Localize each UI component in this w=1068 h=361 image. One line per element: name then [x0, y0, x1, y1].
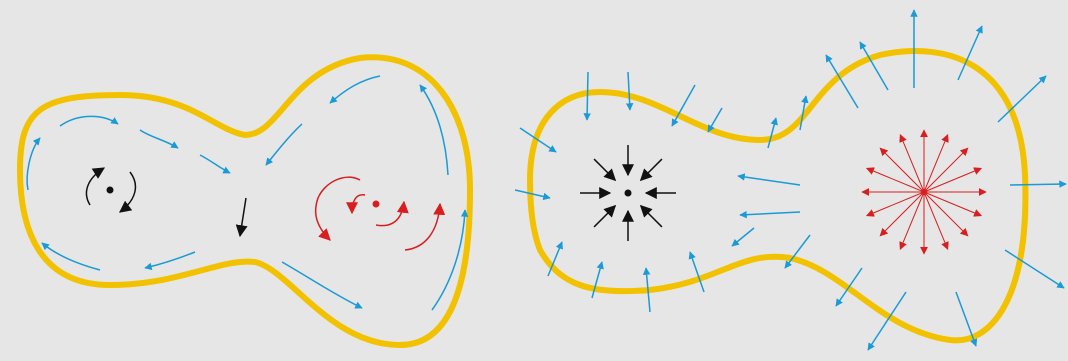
circulation-arrow-icon — [41, 242, 101, 271]
left-panel — [16, 54, 474, 349]
circulation-arrow-icon — [26, 137, 41, 191]
flux-arrow-icon — [707, 107, 723, 133]
sink-arrow-icon — [593, 158, 617, 182]
flux-arrow-icon — [1004, 249, 1065, 289]
flux-arrow-icon — [799, 95, 809, 131]
left-boundary-curve — [16, 54, 474, 349]
circulation-arrow-icon — [419, 84, 449, 176]
flux-arrow-icon — [739, 210, 801, 219]
boundary-flux-arrows — [514, 9, 1067, 351]
right-boundary-curve — [526, 48, 1029, 344]
right-panel — [514, 9, 1067, 351]
red-counter-rotating-vortex — [314, 176, 446, 251]
sink-arrows — [580, 145, 676, 241]
sink-arrow-icon — [639, 158, 663, 182]
black-flow-arrow-icon — [235, 197, 248, 238]
circulation-arrow-icon — [139, 129, 179, 149]
source-arrow-icon — [923, 191, 969, 237]
circulation-arrow-icon — [281, 261, 363, 309]
source-arrow-icon — [879, 191, 925, 237]
flux-arrow-icon — [784, 234, 811, 269]
source-arrow-icon — [899, 191, 925, 251]
sink-icon — [624, 189, 632, 197]
vortex-arrow-icon — [119, 171, 137, 213]
source-arrow-icon — [923, 133, 949, 193]
source-arrow-icon — [923, 167, 983, 193]
flux-arrow-icon — [825, 54, 859, 109]
flux-arrow-icon — [671, 84, 696, 127]
source-arrow-icon — [923, 147, 969, 193]
source-arrow-icon — [923, 191, 949, 251]
counter-rotating-vortex-icon — [375, 200, 409, 227]
sink-arrow-icon — [639, 204, 663, 228]
source-arrows — [861, 129, 987, 255]
source-arrow-icon — [865, 191, 925, 217]
sink — [580, 145, 676, 241]
flux-arrow-icon — [688, 251, 705, 293]
flux-arrow-icon — [997, 75, 1047, 123]
circulation-arrow-icon — [329, 75, 381, 104]
source-arrow-icon — [879, 147, 925, 193]
flux-arrow-icon — [737, 173, 801, 186]
flux-arrow-icon — [519, 127, 557, 153]
flux-arrow-icon — [835, 267, 863, 307]
flux-arrow-icon — [957, 25, 983, 81]
flux-arrow-icon — [591, 261, 604, 299]
flux-arrow-icon — [583, 71, 591, 121]
circulation-arrow-icon — [59, 115, 119, 127]
circulation-arrow-icon — [265, 123, 303, 166]
flux-arrow-icon — [767, 117, 778, 149]
flux-arrow-icon — [625, 71, 634, 111]
interior-flux-arrows — [737, 173, 801, 219]
circulation-arrow-icon — [431, 209, 469, 311]
counter-rotating-vortex-icon — [314, 176, 361, 241]
source — [861, 129, 987, 255]
flux-arrow-icon — [514, 189, 551, 201]
flux-arrow-icon — [1009, 180, 1067, 188]
counter-rotating-vortex-icon — [404, 202, 446, 251]
vortex-arrow-icon — [85, 167, 106, 206]
circulation-arrow-icon — [199, 154, 231, 174]
left-circulation-arrows — [26, 75, 469, 311]
sink-arrow-icon — [593, 204, 617, 228]
vortex-center-icon — [106, 186, 114, 194]
circulation-arrow-icon — [144, 251, 196, 271]
source-arrow-icon — [899, 133, 925, 193]
flux-arrow-icon — [731, 227, 755, 247]
flux-arrow-icon — [955, 291, 978, 347]
counter-rotating-vortex-icon — [372, 200, 380, 208]
flux-arrow-icon — [642, 267, 651, 313]
flux-arrow-icon — [867, 291, 907, 351]
black-vortex — [85, 167, 137, 213]
source-arrow-icon — [923, 191, 983, 217]
counter-rotating-vortex-icon — [346, 194, 366, 215]
flux-arrow-icon — [859, 41, 889, 91]
flux-arrow-icon — [547, 241, 563, 277]
source-arrow-icon — [865, 167, 925, 193]
